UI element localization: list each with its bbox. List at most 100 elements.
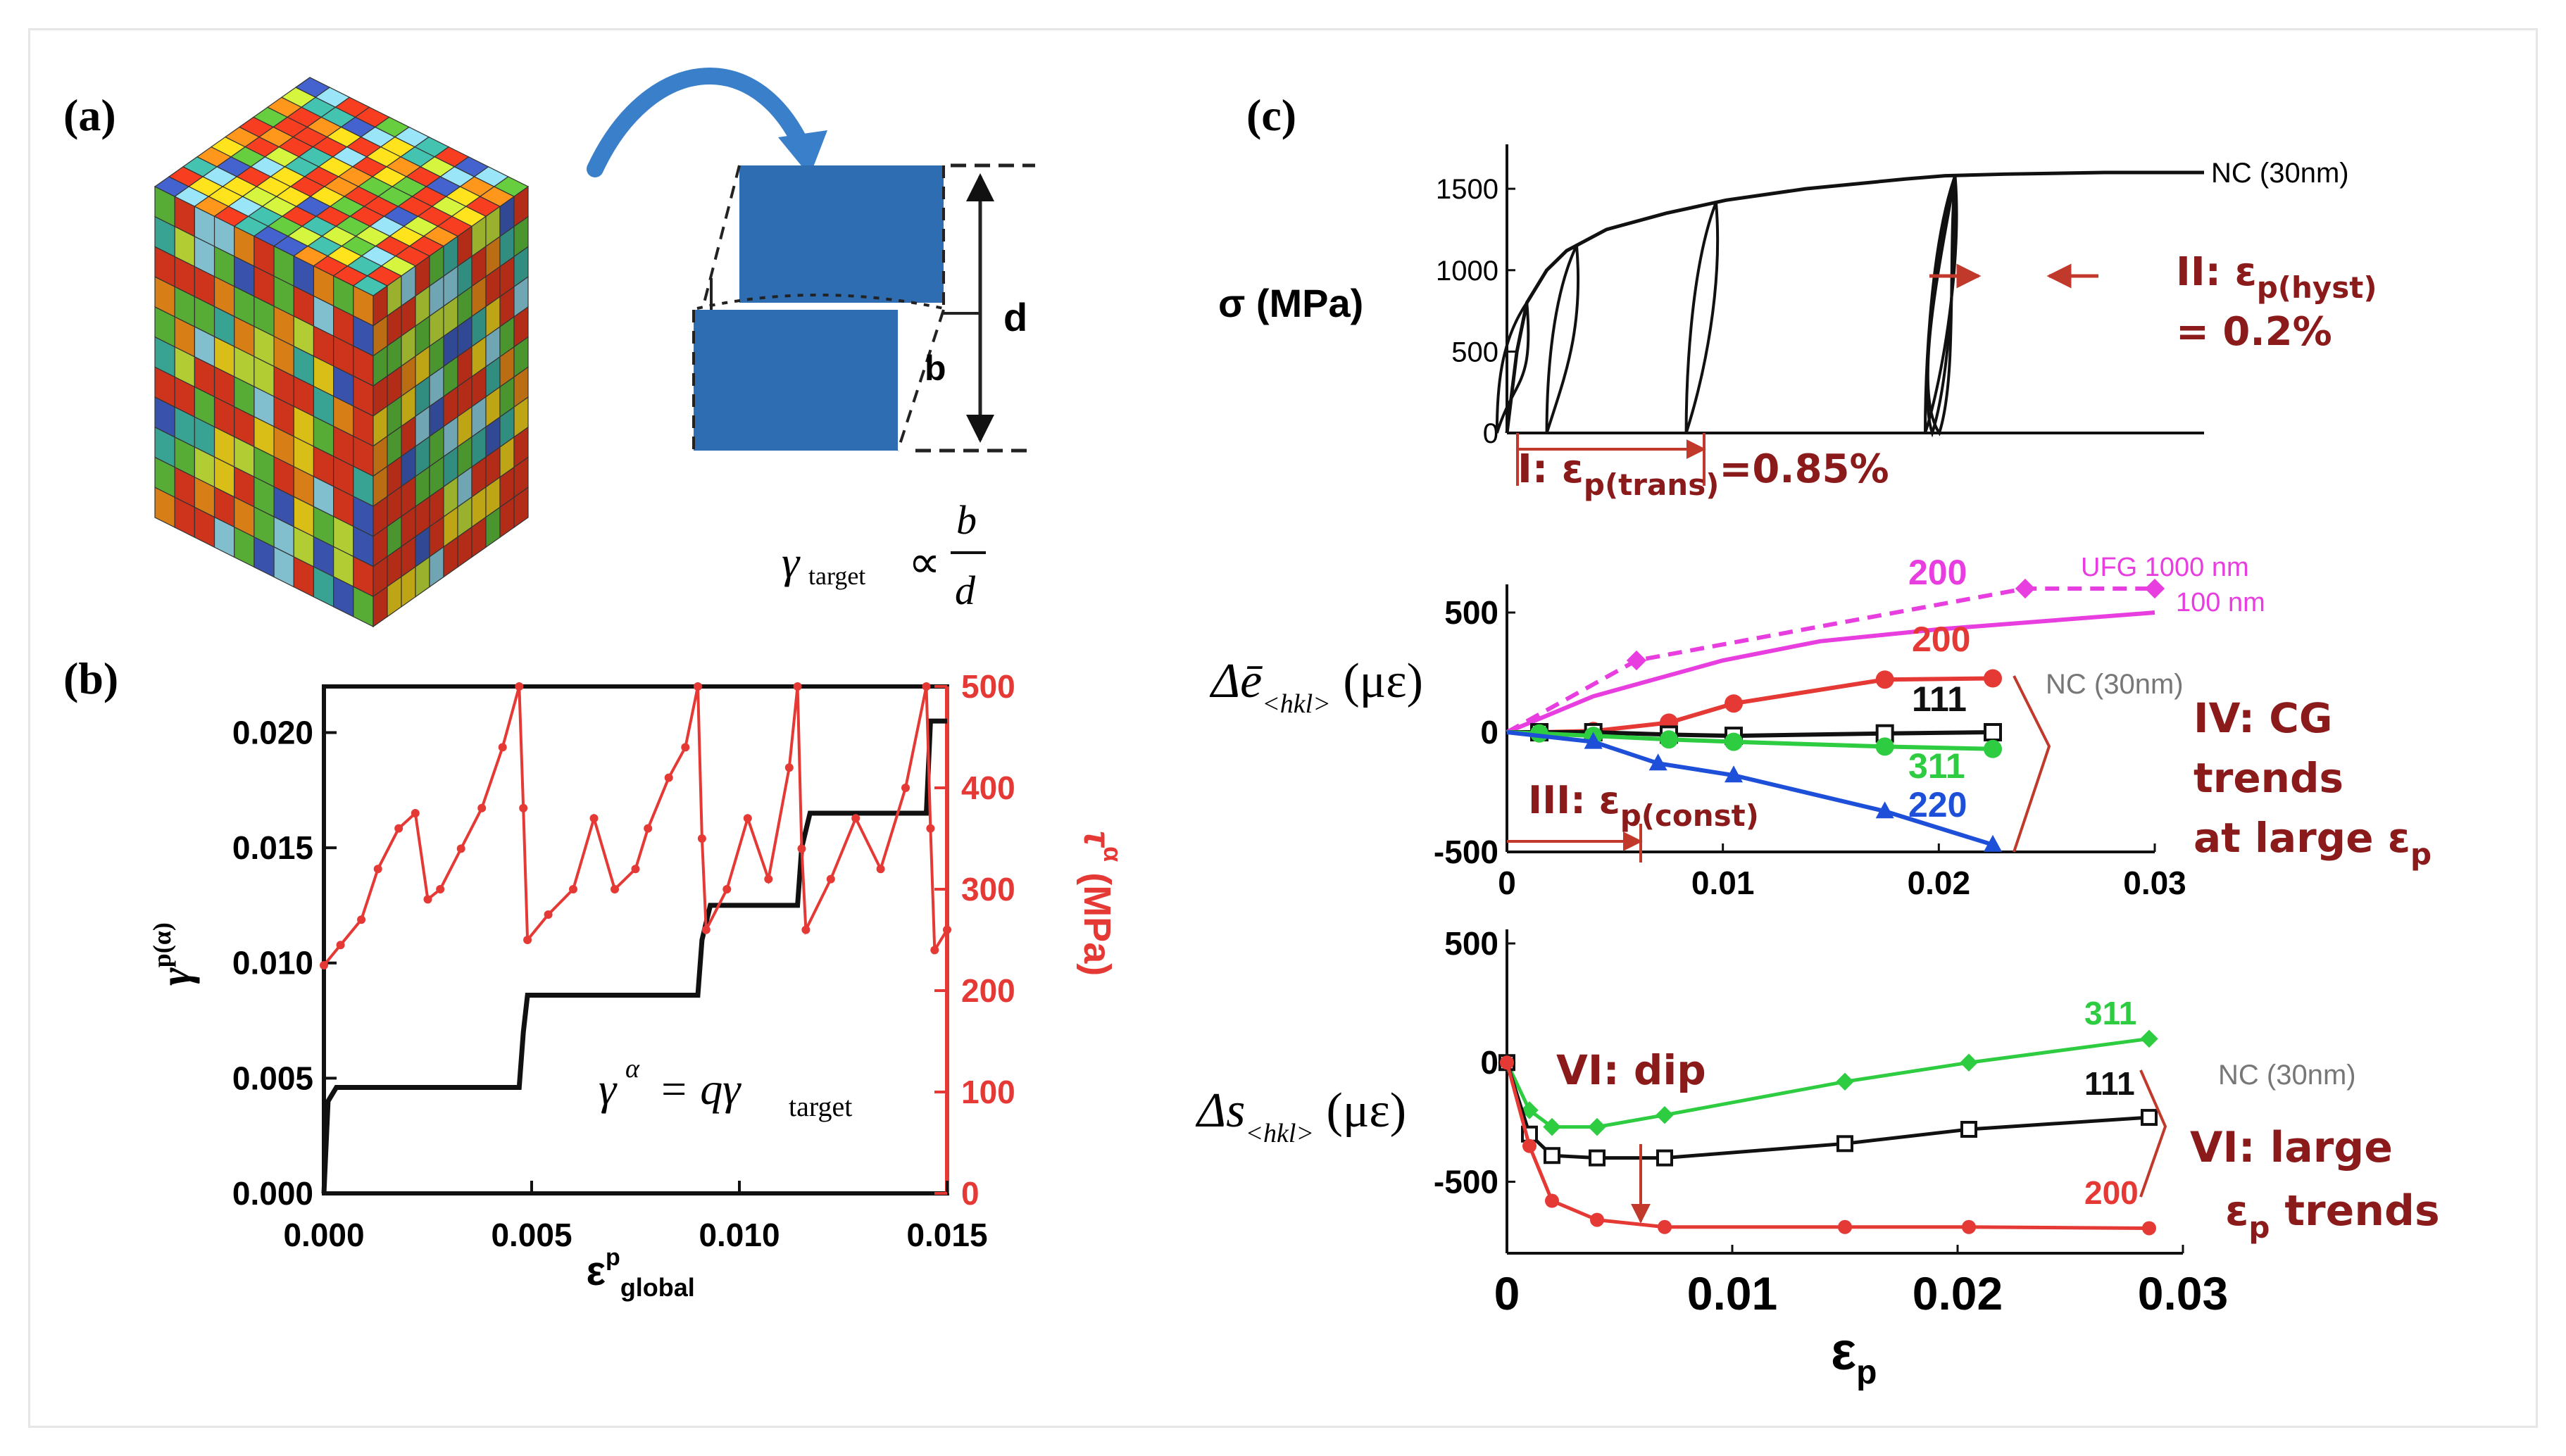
series-marker — [2141, 1109, 2158, 1126]
series-marker — [1522, 1138, 1537, 1153]
svg-text:γ: γ — [782, 537, 801, 587]
series-label: 311 — [2084, 995, 2136, 1031]
series-marker — [1838, 1219, 1852, 1234]
bracket-mid — [2013, 675, 2051, 853]
y-axis-label: γp(α) — [148, 922, 200, 986]
voxel-top — [493, 176, 530, 197]
y-tick-label: 0.005 — [232, 1060, 313, 1096]
series-label: 220 — [1908, 785, 1967, 824]
plot-b: 0.000 0.005 0.010 0.015 0.000 0.005 0.010 0.015… — [148, 668, 1127, 1302]
series-marker — [1545, 1193, 1559, 1208]
series-marker — [1648, 753, 1667, 771]
hysteresis-loop — [1684, 201, 1720, 434]
tau-point — [644, 824, 653, 833]
y-tick-label: 0 — [1483, 418, 1498, 449]
series-marker — [1836, 1135, 1853, 1153]
tau-point — [797, 844, 806, 853]
tau-point — [357, 915, 366, 924]
stress-y-label: σ (MPa) — [1218, 281, 1363, 325]
mid-y-label: Δē<hkl> (με) — [1209, 654, 1423, 719]
y-tick-label: -500 — [1434, 834, 1498, 870]
series-marker — [2015, 578, 2036, 599]
series-marker — [1960, 1121, 1977, 1138]
tau-point — [743, 814, 752, 823]
svg-text:d: d — [955, 567, 976, 613]
x-tick-label: 0 — [1494, 1267, 1520, 1319]
series-label: 311 — [1908, 746, 1965, 786]
x-tick-label: 0.01 — [1687, 1267, 1777, 1319]
stress-curve — [1505, 170, 2204, 434]
bracket-bot — [2139, 1069, 2167, 1198]
figure-frame — [28, 28, 2538, 1428]
series-line — [1506, 610, 2155, 734]
tau-point — [373, 865, 382, 874]
tau-point — [411, 809, 420, 817]
y2-axis-label: τα (MPa) — [1076, 831, 1127, 976]
y2-tick-label: 500 — [961, 668, 1015, 705]
y2-tick-label: 400 — [961, 770, 1015, 806]
tau-point — [722, 885, 732, 893]
tau-point — [943, 925, 951, 934]
hysteresis-loop — [1926, 175, 1957, 437]
tau-point — [681, 743, 690, 752]
nc-label: NC (30nm) — [2046, 669, 2184, 700]
tau-point — [701, 925, 711, 934]
plot-b-frame — [322, 684, 949, 1195]
series-label: 200 — [2084, 1174, 2139, 1211]
series-label: 200 — [1912, 620, 1970, 659]
y2-tick-label: 300 — [961, 871, 1015, 908]
tau-point — [477, 803, 487, 812]
d-label: d — [1003, 295, 1027, 339]
series-marker — [1984, 834, 2002, 852]
series-marker — [1590, 1212, 1604, 1227]
series-marker — [1656, 1149, 1673, 1167]
annotation-cg-1: IV: CG — [2193, 694, 2332, 742]
tau-point — [664, 773, 673, 782]
hysteresis-loop — [1545, 244, 1580, 434]
tau-point — [336, 941, 345, 950]
gamma-target-formula: γ target ∝ b d — [782, 497, 986, 613]
tau-point — [784, 763, 794, 772]
plot-c-peak-width: 0 0.01 0.02 0.03 500 0 -500 Δs<hkl> (με) εp 311 11… — [1195, 925, 2440, 1391]
tau-point — [801, 925, 811, 934]
annotation-dip: VI: dip — [1556, 1046, 1706, 1094]
b-label: b — [925, 349, 946, 388]
x-tick-label: 0.03 — [2138, 1267, 2228, 1319]
series-marker — [1725, 732, 1743, 751]
annotation-large-2: εp trends — [2225, 1186, 2440, 1245]
x-tick-label: 0.03 — [2123, 865, 2186, 901]
voxel-cube — [154, 77, 530, 628]
tau-point — [876, 865, 885, 874]
series-marker — [1500, 1055, 1514, 1070]
x-tick-label: 0.010 — [699, 1217, 780, 1253]
nc-series-label: NC (30nm) — [2211, 158, 2349, 189]
y-tick-label: 0.010 — [232, 945, 313, 981]
mapping-arrowhead-icon — [778, 130, 827, 176]
series-marker — [1962, 1219, 1976, 1234]
y-tick-label: 1000 — [1436, 256, 1498, 287]
annotation-cg-2: trends — [2193, 754, 2343, 802]
tau-point — [394, 824, 403, 833]
annotation-trans: I: εp(trans)=0.85% — [1517, 446, 1889, 502]
y-tick-label: 500 — [1444, 925, 1498, 962]
svg-text:= qγ: = qγ — [658, 1064, 741, 1114]
series-marker — [1984, 669, 2002, 688]
series-marker — [1589, 1149, 1606, 1167]
shear-schematic — [692, 163, 1035, 453]
tau-point — [631, 865, 640, 874]
tau-point — [523, 936, 532, 944]
y2-tick-label: 0 — [961, 1175, 980, 1212]
tau-series-line — [323, 686, 949, 967]
series-line — [1506, 730, 1994, 847]
series-marker — [1658, 1219, 1672, 1234]
annotation-hyst-line1: II: εp(hyst) — [2176, 249, 2377, 305]
panel-a-label: (a) — [63, 90, 116, 140]
y-tick-label: 0.020 — [232, 714, 313, 751]
annotation-const: III: εp(const) — [1528, 778, 1759, 833]
svg-text:∝: ∝ — [908, 537, 941, 587]
y-tick-label: 500 — [1451, 337, 1498, 368]
tau-point — [793, 682, 802, 691]
svg-text:target: target — [808, 562, 865, 590]
